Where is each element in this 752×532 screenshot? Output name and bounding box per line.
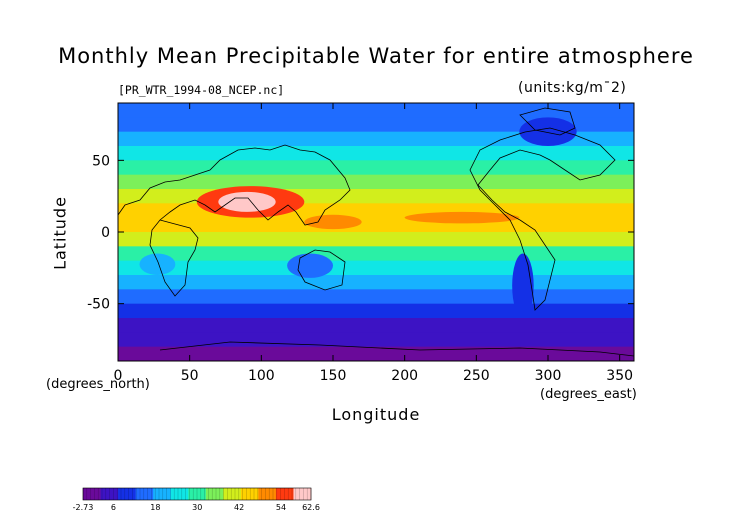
colorbar-swatch bbox=[83, 488, 101, 500]
colorbar-swatch bbox=[135, 488, 154, 500]
colorbar-swatch bbox=[153, 488, 172, 500]
colorbar-tick-label: 30 bbox=[192, 503, 202, 512]
lat-band bbox=[118, 318, 634, 333]
y-axis-unit: (degrees_north) bbox=[46, 377, 150, 392]
x-tick-label: 150 bbox=[320, 368, 347, 384]
x-tick-label: 100 bbox=[248, 368, 275, 384]
lat-band bbox=[118, 117, 634, 133]
units-label: (units:kg/m¯2) bbox=[518, 80, 627, 96]
colorbar-swatch bbox=[205, 488, 224, 500]
lat-band bbox=[118, 346, 634, 361]
colorbar-tick-label: 18 bbox=[150, 503, 160, 512]
heatmap-field bbox=[118, 103, 634, 361]
region-cell bbox=[287, 253, 334, 278]
colorbar-frame bbox=[82, 487, 312, 501]
x-tick-label: 300 bbox=[535, 368, 562, 384]
x-tick-label: 250 bbox=[463, 368, 490, 384]
lat-band bbox=[118, 275, 634, 290]
colorbar-swatch bbox=[258, 488, 277, 500]
lat-band bbox=[118, 217, 634, 233]
region-cell bbox=[139, 253, 176, 275]
lat-band bbox=[118, 203, 634, 219]
region-cell bbox=[519, 117, 577, 146]
colorbar-swatch bbox=[223, 488, 242, 500]
region-cell bbox=[304, 214, 362, 230]
x-ticks: 0 50 100 150 200 250 300 350 bbox=[114, 103, 633, 384]
x-axis-unit: (degrees_east) bbox=[540, 387, 637, 402]
colorbar-swatch bbox=[275, 488, 294, 500]
lat-band bbox=[118, 260, 634, 276]
region-cell bbox=[404, 211, 520, 224]
lat-band bbox=[118, 103, 634, 118]
colorbar-tick-label: 54 bbox=[276, 503, 286, 512]
y-tick-label: -50 bbox=[87, 297, 110, 313]
lat-band bbox=[118, 189, 634, 204]
x-tick-label: 50 bbox=[181, 368, 199, 384]
lat-band bbox=[118, 232, 634, 247]
x-tick-label: 350 bbox=[606, 368, 633, 384]
chart-title: Monthly Mean Precipitable Water for enti… bbox=[58, 44, 694, 68]
x-tick-label: 0 bbox=[114, 368, 123, 384]
colorbar-swatch bbox=[118, 488, 137, 500]
lat-band bbox=[118, 332, 634, 348]
colorbar-tick-label: 6 bbox=[111, 503, 116, 512]
chart-subtitle-filename: [PR_WTR_1994-08_NCEP.nc] bbox=[118, 83, 285, 97]
colorbar-tick-label: 62.6 bbox=[302, 503, 320, 512]
colorbar-swatch bbox=[293, 488, 312, 500]
colorbar-swatch bbox=[170, 488, 189, 500]
lat-band bbox=[118, 160, 634, 176]
region-cell bbox=[512, 253, 534, 318]
coastlines bbox=[118, 107, 634, 357]
y-tick-label: 50 bbox=[92, 153, 110, 169]
lat-band bbox=[118, 146, 634, 161]
colorbar-tick-label: 42 bbox=[234, 503, 244, 512]
colorbar-swatch bbox=[188, 488, 207, 500]
lat-band bbox=[118, 289, 634, 305]
x-axis-label: Longitude bbox=[331, 405, 421, 424]
colorbar-swatch bbox=[240, 488, 259, 500]
colorbar-tick-label: -2.73 bbox=[73, 503, 94, 512]
colorbar: -2.73 6 18 30 42 54 62.6 bbox=[73, 487, 320, 512]
region-cell bbox=[218, 191, 276, 212]
lat-band bbox=[118, 174, 634, 190]
x-tick-label: 200 bbox=[391, 368, 418, 384]
lat-band bbox=[118, 246, 634, 262]
y-tick-label: 0 bbox=[101, 225, 110, 241]
y-ticks: -50 0 50 bbox=[87, 153, 634, 313]
lat-band bbox=[118, 303, 634, 319]
lat-band bbox=[118, 131, 634, 147]
